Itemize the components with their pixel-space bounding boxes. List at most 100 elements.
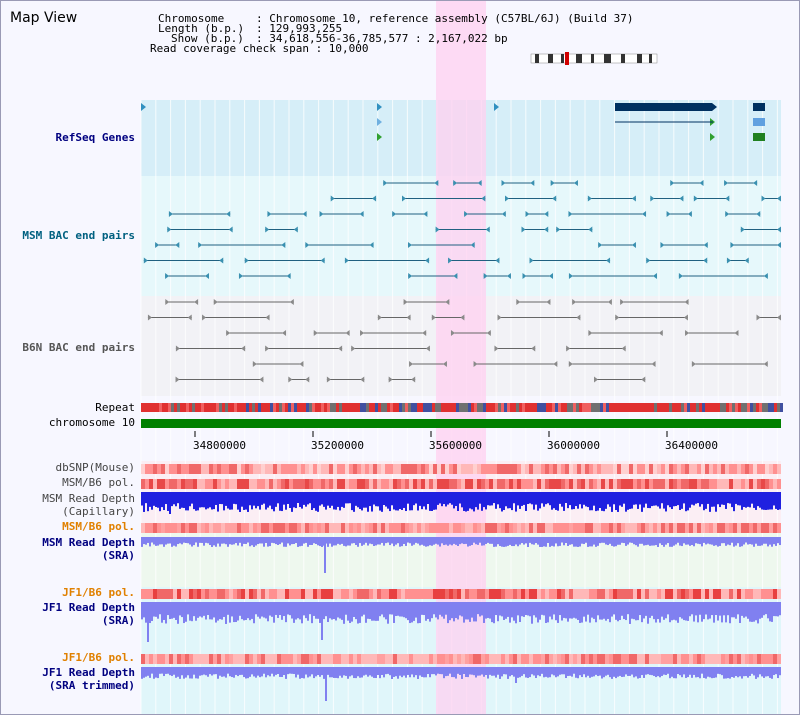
track-label-msm-depth-cap[interactable]: MSM Read Depth (42, 492, 135, 505)
read-depth-bar (473, 537, 475, 543)
read-depth-bar (597, 602, 599, 616)
read-depth-bar (659, 492, 661, 509)
read-depth-bar (733, 667, 735, 678)
repeat-segment (168, 403, 171, 412)
polymorphism-cell (773, 654, 777, 664)
track-label-refseq[interactable]: RefSeq Genes (55, 131, 135, 144)
polymorphism-cell (325, 479, 329, 489)
read-depth-bar (775, 492, 777, 509)
read-depth-bar (391, 667, 393, 679)
read-depth-bar (493, 537, 495, 547)
polymorphism-cell (229, 464, 233, 474)
read-depth-bar (551, 602, 553, 620)
read-depth-bar (241, 537, 243, 547)
polymorphism-cell (393, 479, 397, 489)
track-label-repeat[interactable]: Repeat (95, 401, 135, 414)
read-depth-bar (663, 537, 665, 547)
polymorphism-cell (353, 523, 357, 533)
polymorphism-cell (413, 464, 417, 474)
repeat-segment (360, 403, 363, 412)
read-depth-bar (607, 492, 609, 505)
read-depth-bar (163, 667, 165, 677)
polymorphism-cell (529, 589, 533, 599)
polymorphism-cell (513, 654, 517, 664)
polymorphism-cell (249, 523, 253, 533)
track-label-msm-b6-pol-2[interactable]: MSM/B6 pol. (62, 520, 135, 533)
read-depth-bar (197, 602, 199, 618)
read-depth-bar (715, 602, 717, 615)
polymorphism-cell (425, 523, 429, 533)
read-depth-bar (511, 602, 513, 618)
track-label-jf1-b6-pol-1[interactable]: JF1/B6 pol. (62, 586, 135, 599)
read-depth-bar (349, 667, 351, 677)
polymorphism-cell (229, 479, 233, 489)
polymorphism-cell (761, 654, 765, 664)
track-label-msm-b6-pol-1[interactable]: MSM/B6 pol. (62, 476, 135, 489)
track-label-jf1-depth-trim[interactable]: JF1 Read Depth (42, 666, 135, 679)
track-label-jf1-depth[interactable]: JF1 Read Depth (42, 601, 135, 614)
polymorphism-cell (401, 654, 405, 664)
read-depth-bar (447, 492, 449, 505)
polymorphism-cell (713, 654, 717, 664)
polymorphism-cell (569, 464, 573, 474)
read-depth-bar (293, 492, 295, 508)
polymorphism-cell (197, 464, 201, 474)
polymorphism-cell (613, 464, 617, 474)
track-label-chromosome[interactable]: chromosome 10 (48, 416, 135, 429)
polymorphism-cell (185, 654, 189, 664)
read-depth-bar (579, 537, 581, 547)
read-depth-bar (489, 667, 491, 675)
polymorphism-cell (157, 589, 161, 599)
polymorphism-cell (385, 523, 389, 533)
read-depth-bar (647, 492, 649, 509)
polymorphism-cell (349, 479, 353, 489)
bac-end-marker (175, 345, 180, 352)
polymorphism-cell (333, 464, 337, 474)
polymorphism-cell (489, 589, 493, 599)
polymorphism-cell (205, 479, 209, 489)
bac-end-marker (725, 195, 730, 202)
read-depth-bar (453, 492, 455, 509)
read-depth-bar (441, 492, 443, 507)
read-depth-bar (363, 602, 365, 615)
read-depth-bar (483, 492, 485, 508)
polymorphism-cell (477, 479, 481, 489)
read-depth-bar (425, 537, 427, 547)
read-depth-bar (731, 602, 733, 618)
read-depth-bar (599, 667, 601, 676)
read-depth-bar (321, 537, 323, 547)
read-depth-bar (413, 492, 415, 506)
polymorphism-cell (461, 523, 465, 533)
track-label-dbsnp[interactable]: dbSNP(Mouse) (55, 461, 135, 474)
polymorphism-cell (241, 464, 245, 474)
polymorphism-cell (741, 464, 745, 474)
polymorphism-cell (453, 479, 457, 489)
read-depth-bar (207, 537, 209, 544)
track-label-msm-bac[interactable]: MSM BAC end pairs (22, 229, 135, 242)
track-label-b6n-bac[interactable]: B6N BAC end pairs (22, 341, 135, 354)
repeat-segment (747, 403, 750, 412)
track-label-jf1-b6-pol-2[interactable]: JF1/B6 pol. (62, 651, 135, 664)
polymorphism-cell (209, 589, 213, 599)
polymorphism-cell (617, 523, 621, 533)
read-depth-bar (763, 492, 765, 510)
read-depth-bar (591, 667, 593, 677)
polymorphism-cell (681, 523, 685, 533)
track-label-msm-depth-sra[interactable]: MSM Read Depth (42, 536, 135, 549)
polymorphism-cell (277, 479, 281, 489)
polymorphism-cell (145, 479, 149, 489)
polymorphism-cell (245, 479, 249, 489)
polymorphism-cell (545, 479, 549, 489)
polymorphism-cell (653, 523, 657, 533)
polymorphism-cell (221, 464, 225, 474)
polymorphism-cell (449, 479, 453, 489)
polymorphism-cell (325, 464, 329, 474)
read-depth-spike (515, 667, 517, 683)
read-depth-bar (201, 602, 203, 618)
polymorphism-cell (157, 523, 161, 533)
read-depth-bar (391, 492, 393, 506)
polymorphism-cell (285, 654, 289, 664)
read-depth-bar (353, 667, 355, 679)
polymorphism-cell (721, 654, 725, 664)
